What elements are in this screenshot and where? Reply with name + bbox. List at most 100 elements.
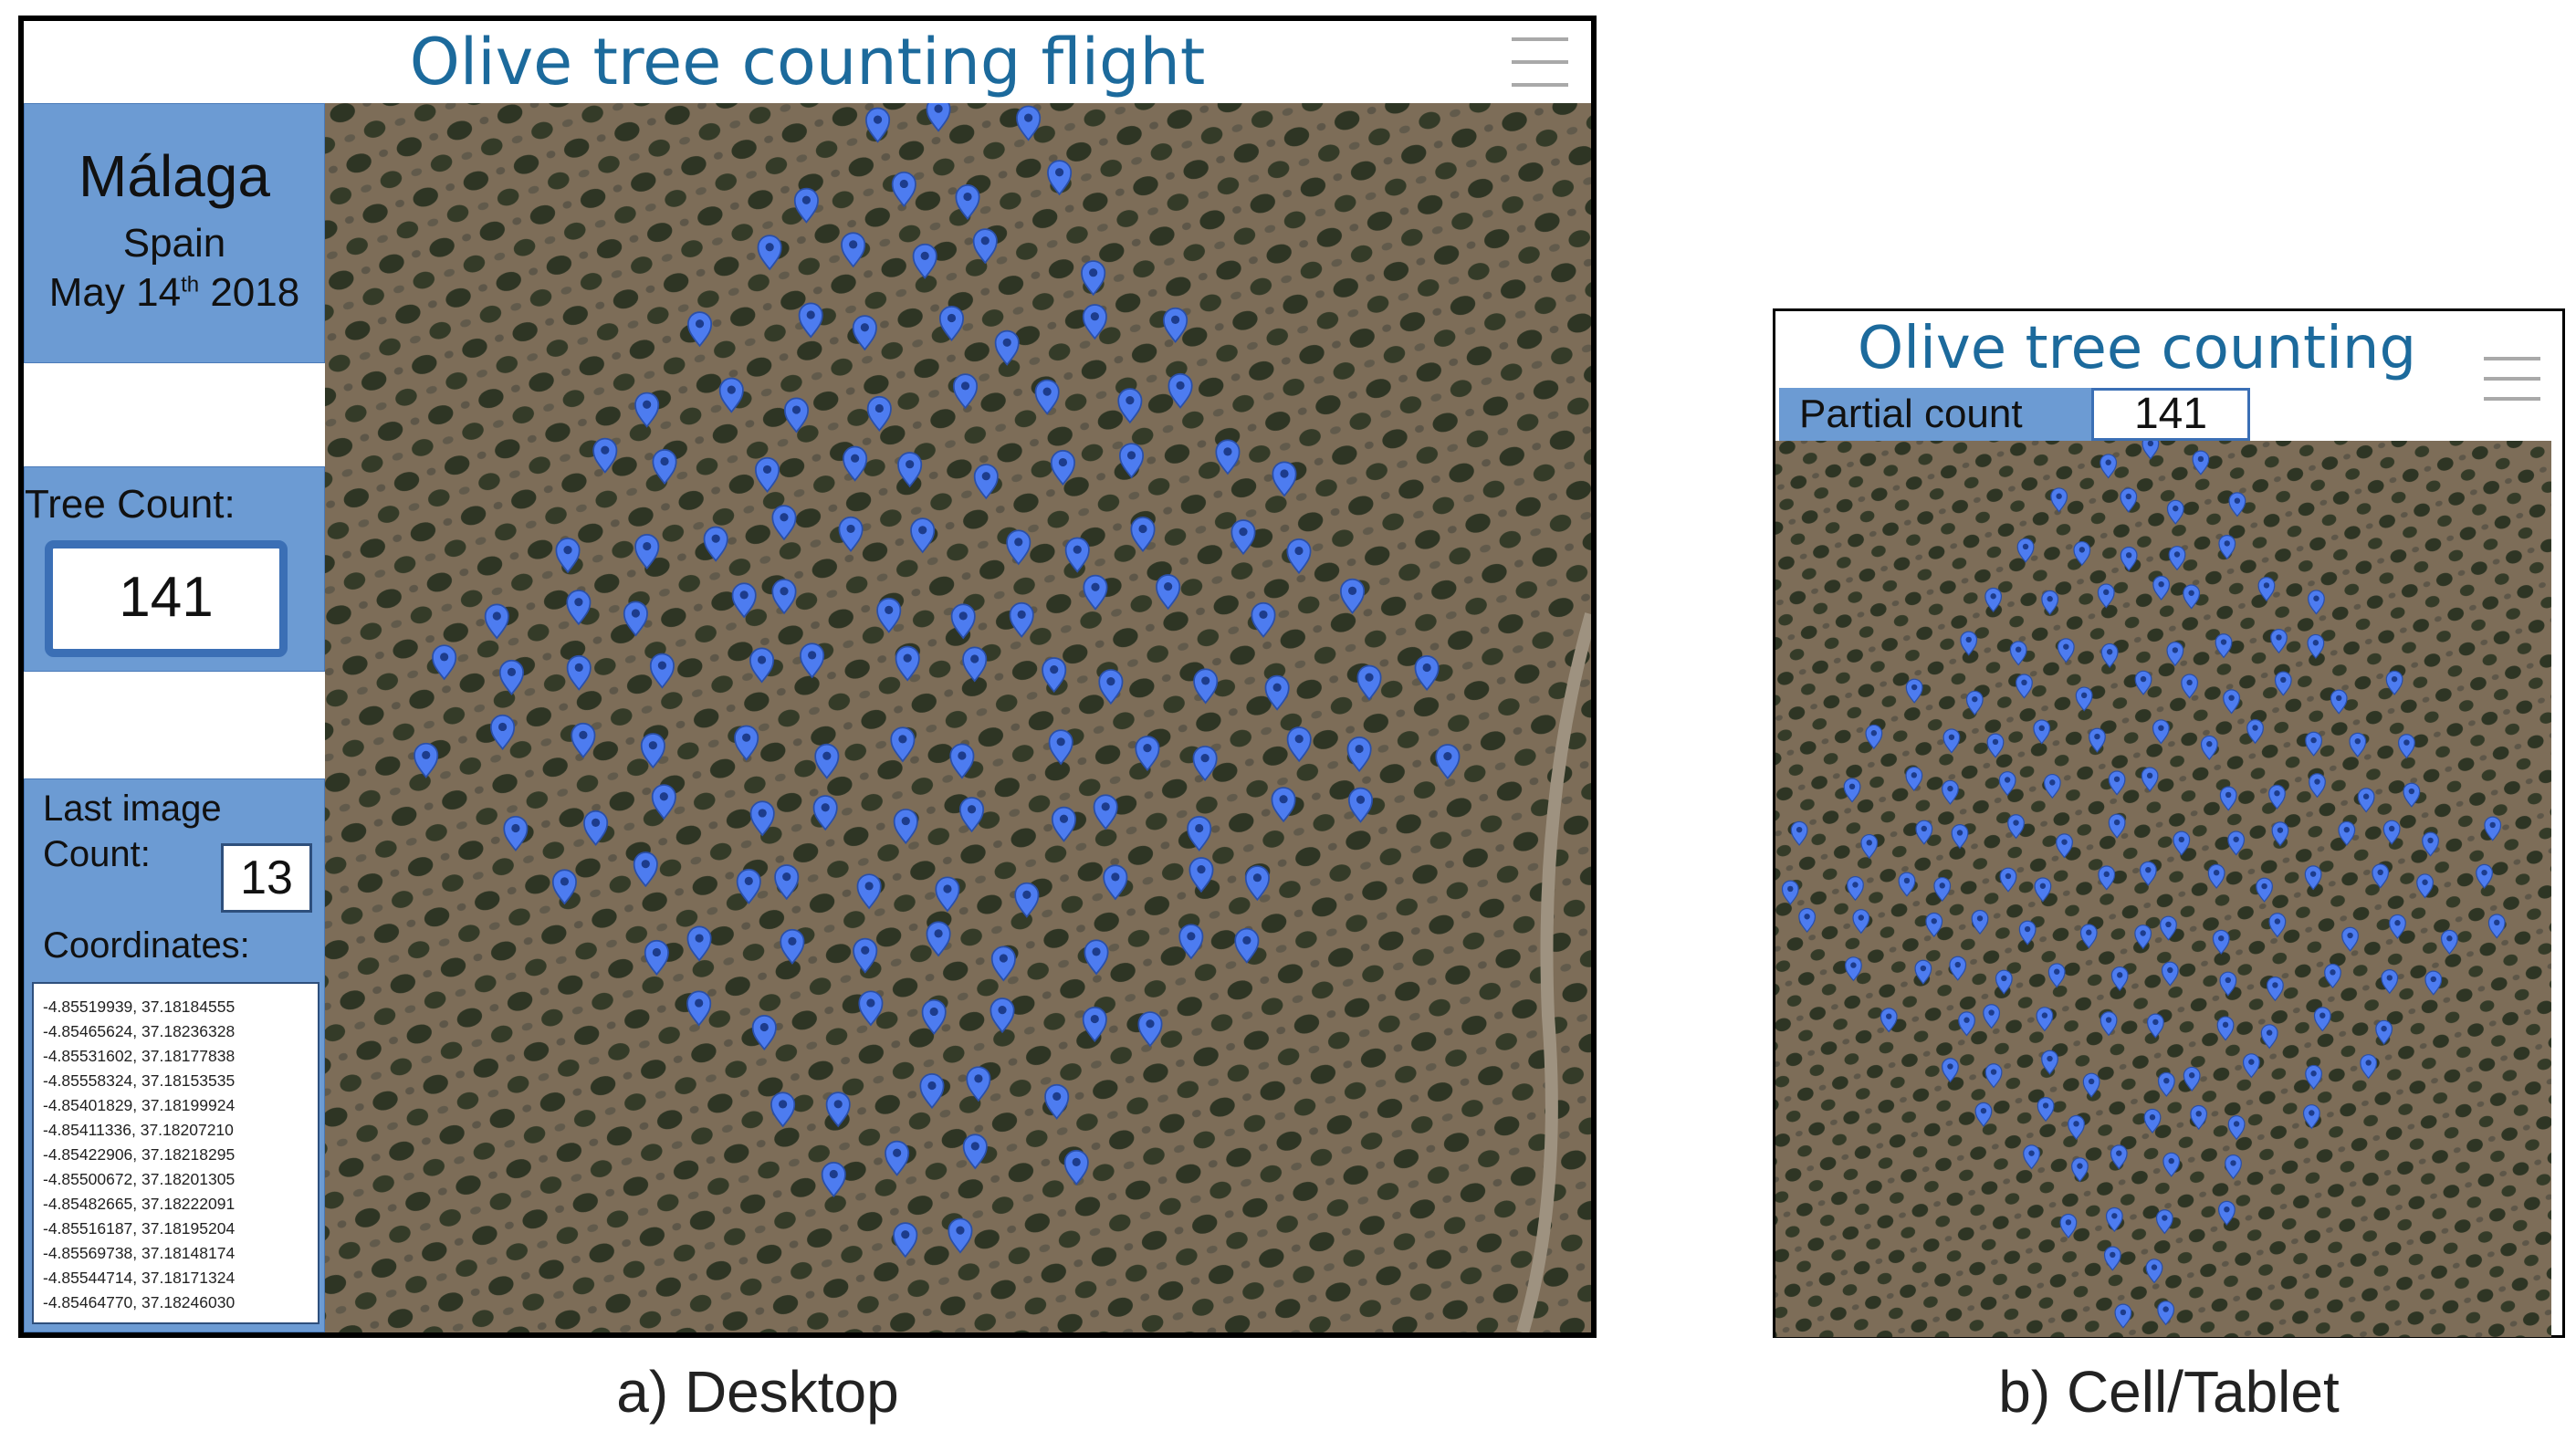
map-pin-icon[interactable] bbox=[962, 646, 988, 683]
map-pin-icon[interactable] bbox=[2018, 920, 2037, 945]
map-pin-icon[interactable] bbox=[2349, 732, 2367, 757]
map-pin-icon[interactable] bbox=[652, 449, 677, 486]
map-pin-icon[interactable] bbox=[2207, 863, 2225, 889]
map-pin-icon[interactable] bbox=[1933, 876, 1952, 903]
map-pin-icon[interactable] bbox=[1264, 674, 1290, 711]
map-pin-icon[interactable] bbox=[1042, 657, 1067, 694]
map-pin-icon[interactable] bbox=[1965, 690, 1984, 716]
map-pin-icon[interactable] bbox=[2372, 863, 2390, 889]
map-pin-icon[interactable] bbox=[749, 647, 775, 684]
map-pin-icon[interactable] bbox=[926, 103, 951, 132]
map-pin-icon[interactable] bbox=[2120, 546, 2138, 572]
map-pin-icon[interactable] bbox=[2183, 1066, 2201, 1092]
map-pin-icon[interactable] bbox=[2385, 670, 2403, 695]
map-pin-icon[interactable] bbox=[2398, 734, 2415, 759]
map-pin-icon[interactable] bbox=[1063, 1149, 1089, 1186]
map-pin-icon[interactable] bbox=[2050, 487, 2068, 513]
map-pin-icon[interactable] bbox=[2146, 1013, 2164, 1039]
map-pin-icon[interactable] bbox=[771, 505, 797, 541]
map-pin-icon[interactable] bbox=[865, 107, 891, 143]
map-pin-icon[interactable] bbox=[1898, 872, 1916, 897]
map-pin-icon[interactable] bbox=[1843, 778, 1861, 803]
map-pin-icon[interactable] bbox=[2389, 914, 2406, 939]
map-pin-icon[interactable] bbox=[1905, 766, 1923, 792]
map-pin-icon[interactable] bbox=[1130, 517, 1156, 553]
map-pin-icon[interactable] bbox=[2009, 641, 2027, 666]
map-pin-icon[interactable] bbox=[583, 810, 609, 846]
map-pin-icon[interactable] bbox=[1984, 587, 2003, 613]
map-pin-icon[interactable] bbox=[950, 603, 976, 640]
map-pin-icon[interactable] bbox=[2100, 454, 2118, 479]
map-pin-icon[interactable] bbox=[503, 815, 529, 851]
map-pin-icon[interactable] bbox=[1193, 668, 1219, 705]
map-pin-icon[interactable] bbox=[2134, 670, 2152, 695]
map-pin-icon[interactable] bbox=[2227, 830, 2246, 856]
map-pin-icon[interactable] bbox=[2100, 1011, 2118, 1037]
map-pin-icon[interactable] bbox=[953, 373, 979, 410]
map-pin-icon[interactable] bbox=[2476, 863, 2493, 889]
map-pin-icon[interactable] bbox=[2041, 1050, 2058, 1075]
map-pin-icon[interactable] bbox=[734, 725, 759, 761]
map-pin-icon[interactable] bbox=[1034, 379, 1060, 415]
map-pin-icon[interactable] bbox=[959, 797, 985, 833]
map-pin-icon[interactable] bbox=[633, 851, 658, 888]
map-pin-icon[interactable] bbox=[1189, 857, 1214, 893]
map-pin-icon[interactable] bbox=[644, 939, 669, 976]
map-pin-icon[interactable] bbox=[2357, 788, 2375, 813]
map-pin-icon[interactable] bbox=[2309, 773, 2326, 799]
map-pin-icon[interactable] bbox=[798, 302, 823, 339]
hamburger-menu-icon[interactable] bbox=[1512, 34, 1568, 90]
map-pin-icon[interactable] bbox=[1251, 601, 1276, 638]
map-pin-icon[interactable] bbox=[841, 232, 866, 268]
map-pin-icon[interactable] bbox=[2033, 719, 2051, 745]
map-pin-icon[interactable] bbox=[634, 534, 660, 570]
map-pin-icon[interactable] bbox=[783, 397, 809, 434]
map-pin-icon[interactable] bbox=[2422, 831, 2439, 857]
map-pin-icon[interactable] bbox=[1865, 724, 1883, 750]
map-pin-icon[interactable] bbox=[2098, 865, 2116, 891]
map-pin-icon[interactable] bbox=[2043, 773, 2061, 799]
map-pin-icon[interactable] bbox=[414, 742, 439, 778]
map-pin-icon[interactable] bbox=[1156, 574, 1181, 611]
map-pin-icon[interactable] bbox=[757, 235, 782, 271]
map-pin-icon[interactable] bbox=[812, 795, 838, 831]
map-pin-icon[interactable] bbox=[1798, 907, 1817, 934]
map-pin-icon[interactable] bbox=[1098, 669, 1124, 705]
map-pin-icon[interactable] bbox=[731, 582, 757, 619]
map-pin-icon[interactable] bbox=[2307, 633, 2325, 659]
map-pin-icon[interactable] bbox=[1435, 744, 1461, 780]
map-pin-icon[interactable] bbox=[2103, 1246, 2121, 1271]
map-pin-icon[interactable] bbox=[962, 1133, 988, 1170]
map-pin-icon[interactable] bbox=[2338, 820, 2356, 846]
map-pin-icon[interactable] bbox=[2302, 1104, 2320, 1130]
map-pin-icon[interactable] bbox=[571, 722, 596, 758]
map-pin-icon[interactable] bbox=[2075, 686, 2093, 712]
map-pin-icon[interactable] bbox=[843, 445, 868, 482]
map-pin-icon[interactable] bbox=[2330, 689, 2348, 715]
map-pin-icon[interactable] bbox=[2161, 961, 2179, 987]
map-pin-icon[interactable] bbox=[1986, 733, 2005, 758]
map-pin-icon[interactable] bbox=[2212, 929, 2230, 955]
map-pin-icon[interactable] bbox=[1083, 574, 1108, 611]
map-pin-icon[interactable] bbox=[2218, 535, 2236, 560]
map-pin-icon[interactable] bbox=[1880, 1008, 1898, 1033]
map-pin-icon[interactable] bbox=[2416, 873, 2434, 899]
map-pin-icon[interactable] bbox=[2108, 770, 2126, 796]
map-pin-icon[interactable] bbox=[1790, 820, 1808, 846]
map-pin-icon[interactable] bbox=[2271, 821, 2289, 847]
map-pin-icon[interactable] bbox=[990, 998, 1015, 1034]
map-pin-icon[interactable] bbox=[2034, 877, 2052, 903]
map-pin-icon[interactable] bbox=[1178, 924, 1204, 960]
map-pin-icon[interactable] bbox=[1781, 880, 1799, 905]
map-pin-icon[interactable] bbox=[893, 1222, 918, 1259]
map-pin-icon[interactable] bbox=[1915, 820, 1933, 845]
map-pin-icon[interactable] bbox=[2360, 1054, 2378, 1080]
map-pin-icon[interactable] bbox=[821, 1162, 846, 1198]
map-pin-icon[interactable] bbox=[1082, 304, 1107, 340]
map-pin-icon[interactable] bbox=[1905, 678, 1923, 704]
map-pin-icon[interactable] bbox=[2152, 575, 2171, 601]
map-pin-icon[interactable] bbox=[2227, 1115, 2246, 1141]
map-pin-icon[interactable] bbox=[1050, 450, 1075, 486]
map-pin-icon[interactable] bbox=[2190, 1104, 2208, 1131]
map-pin-icon[interactable] bbox=[2440, 929, 2458, 955]
